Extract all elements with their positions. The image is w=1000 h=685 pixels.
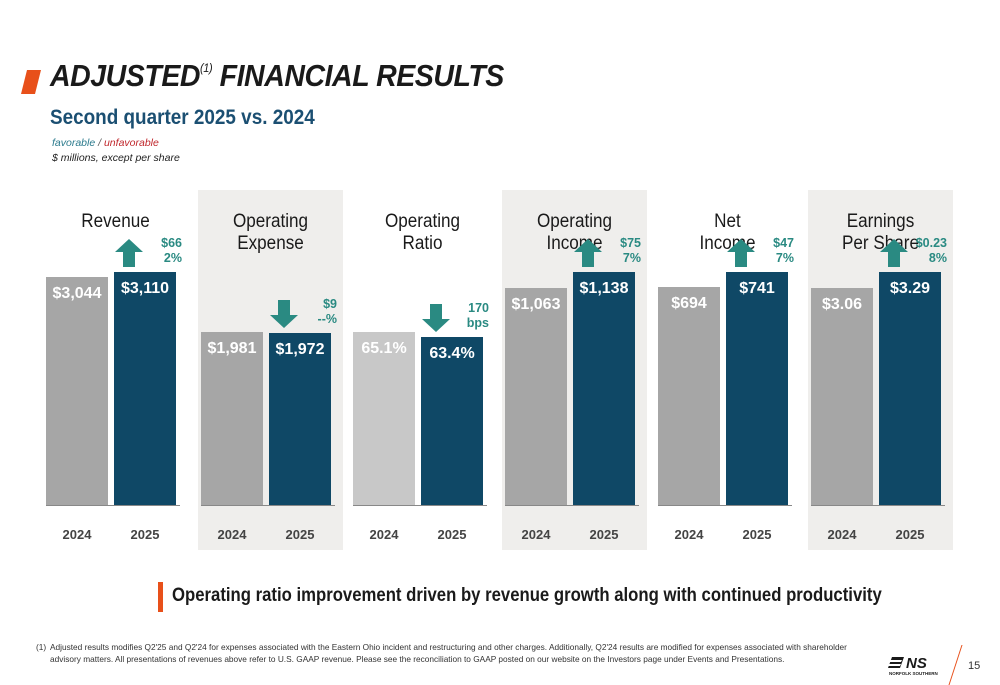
arrow-down-icon [421, 303, 451, 333]
x-axis-line [811, 505, 945, 506]
legend-favorable: favorable [52, 137, 96, 149]
bar-2024: $1,063 [505, 287, 567, 505]
title-accent-bar [21, 70, 41, 94]
x-axis-line [505, 505, 639, 506]
svg-text:NS: NS [906, 655, 927, 672]
bar-value-label: $1,972 [275, 341, 325, 358]
svg-text:NORFOLK SOUTHERN: NORFOLK SOUTHERN [889, 671, 938, 676]
metric-panel-4: Net Income $694 2024 $741 2025 $47 7% [655, 190, 800, 550]
metric-panel-2: Operating Ratio 65.1% 2024 63.4% 2025 170 bps [350, 190, 495, 550]
metric-title: Revenue [81, 211, 150, 232]
units-note: $ millions, except per share [52, 152, 180, 164]
metric-panel-5: Earnings Per Share$3.062024$3.292025$0.2… [808, 190, 953, 550]
year-tick-label: 2025 [130, 527, 160, 542]
arrow-up-icon [573, 238, 603, 268]
page-title: ADJUSTED(1) FINANCIAL RESULTS [50, 58, 504, 93]
change-amount: $66 [161, 236, 182, 251]
change-annotation: 170 bps [467, 301, 489, 331]
arrow-up-icon [114, 238, 144, 268]
key-takeaway: Operating ratio improvement driven by re… [172, 585, 882, 606]
change-amount: 170 [468, 300, 489, 315]
bar-value-label: 65.1% [361, 340, 407, 358]
footnote-text: Adjusted results modifies Q2'25 and Q2'2… [50, 642, 847, 664]
bar-value-label: $741 [739, 280, 775, 298]
arrow-down-icon [269, 299, 299, 329]
change-amount: $47 [773, 236, 794, 251]
footer-divider [948, 645, 963, 685]
change-amount: $9 [323, 296, 337, 311]
bar-value-label: $694 [671, 294, 707, 312]
change-percent: --% [317, 311, 337, 326]
change-annotation: $9 --% [318, 297, 337, 327]
change-percent: 7% [622, 251, 641, 266]
change-amount: $75 [620, 236, 641, 251]
bar-value-label: $3.06 [821, 296, 863, 314]
bar-2024: $3.06 [811, 288, 873, 505]
callout-accent-bar [158, 582, 163, 612]
bar-value-label: $3.29 [889, 280, 931, 298]
year-tick-label: 2024 [827, 527, 857, 542]
bar-2025: $1,138 [573, 272, 635, 505]
year-tick-label: 2024 [521, 527, 551, 542]
metric-title: Operating Ratio [384, 211, 461, 254]
change-percent: 7% [775, 251, 794, 266]
metric-panel-3: Operating Income $1,063 2024 $1,138 2025 $75 7… [502, 190, 647, 550]
year-tick-label: 2025 [285, 527, 315, 542]
year-tick-label: 2024 [62, 527, 92, 542]
bar-2025: $741 [726, 272, 788, 505]
page-subtitle: Second quarter 2025 vs. 2024 [50, 106, 315, 129]
bar-value-label: $1,063 [511, 295, 561, 313]
bar-2025: $3.29 [879, 272, 941, 505]
bar-2024: $694 [658, 286, 720, 505]
bar-2025: $3,110 [114, 272, 176, 505]
year-tick-label: 2024 [674, 527, 704, 542]
change-annotation: $0.23 8% [916, 236, 947, 266]
company-logo: NS NORFOLK SOUTHERN [888, 655, 948, 677]
bar-value-label: $1,981 [207, 340, 257, 358]
bar-2024: 65.1% [353, 332, 415, 505]
metric-panel-1: Operating Expense $1,981 2024 $1,972 2025 $9-… [198, 190, 343, 550]
bar-2024: $3,044 [46, 277, 108, 505]
change-percent: 2% [163, 251, 182, 266]
bar-value-label: $3,110 [120, 280, 170, 298]
bar-value-label: $1,138 [579, 280, 629, 298]
year-tick-label: 2024 [369, 527, 399, 542]
change-amount: $0.23 [915, 236, 947, 251]
change-annotation: $66 2% [161, 236, 182, 266]
year-tick-label: 2025 [437, 527, 467, 542]
change-percent: 8% [928, 251, 947, 266]
x-axis-line [353, 505, 487, 506]
legend-separator: / [98, 137, 102, 149]
legend-unfavorable: unfavorable [103, 137, 159, 149]
x-axis-line [46, 505, 180, 506]
year-tick-label: 2025 [895, 527, 925, 542]
logo-mark-icon: NS NORFOLK SOUTHERN [888, 655, 938, 676]
year-tick-label: 2024 [217, 527, 247, 542]
bar-2024: $1,981 [201, 332, 263, 505]
bar-2025: $1,972 [269, 333, 331, 505]
x-axis-line [201, 505, 335, 506]
bar-value-label: $3,044 [52, 285, 102, 303]
footnote-marker: (1) [36, 642, 47, 652]
arrow-up-icon [726, 238, 756, 268]
change-annotation: $47 7% [773, 236, 794, 266]
x-axis-line [658, 505, 792, 506]
arrow-up-icon [879, 238, 909, 268]
change-percent: bps [466, 315, 489, 330]
bar-2025: 63.4% [421, 336, 483, 505]
metric-panel-0: Revenue $3,044 2024 $3,110 2025 $66 2% [43, 190, 188, 550]
change-annotation: $75 7% [620, 236, 641, 266]
year-tick-label: 2025 [742, 527, 772, 542]
bar-value-label: 63.4% [429, 344, 475, 362]
footnote: (1) Adjusted results modifies Q2'25 and … [36, 642, 856, 665]
metric-title: Operating Expense [232, 211, 309, 254]
page-number: 15 [968, 660, 981, 672]
color-legend: favorable / unfavorable [52, 137, 159, 149]
year-tick-label: 2025 [589, 527, 619, 542]
